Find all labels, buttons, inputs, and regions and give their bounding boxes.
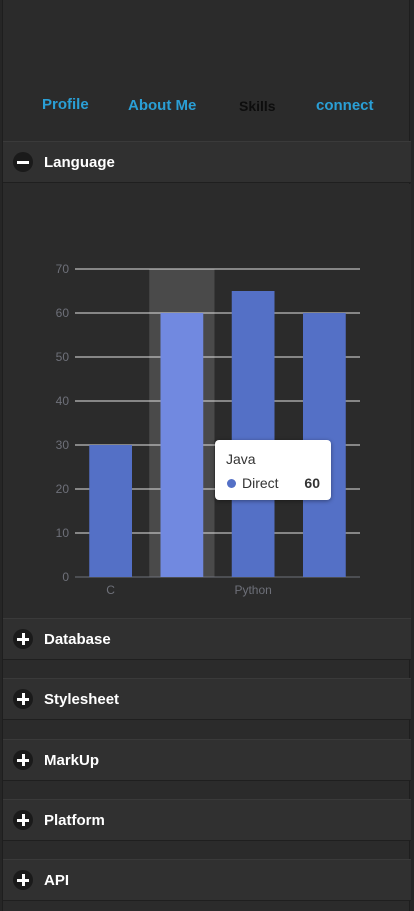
bar-Java xyxy=(160,313,204,577)
top-nav: Profile About Me Skills connect xyxy=(3,88,411,120)
nav-about-me[interactable]: About Me xyxy=(128,97,197,114)
plus-icon xyxy=(13,689,33,709)
plus-icon xyxy=(13,750,33,770)
section-api-label: API xyxy=(44,872,70,889)
section-stylesheet-label: Stylesheet xyxy=(44,691,120,708)
y-tick-label: 60 xyxy=(56,306,70,320)
bar-Python xyxy=(231,291,275,577)
section-language-header[interactable]: Language xyxy=(3,141,411,183)
section-platform-header[interactable]: Platform xyxy=(3,799,411,841)
nav-profile[interactable]: Profile xyxy=(42,96,89,113)
section-database-label: Database xyxy=(44,631,111,648)
nav-connect[interactable]: connect xyxy=(316,97,374,114)
chart-tooltip: Java Direct 60 xyxy=(215,440,331,500)
tooltip-value: 60 xyxy=(304,475,320,491)
section-database-header[interactable]: Database xyxy=(3,618,411,660)
section-stylesheet-header[interactable]: Stylesheet xyxy=(3,678,411,720)
language-bar-chart: 0 10 20 30 40 50 60 70 C Python xyxy=(56,262,360,597)
plus-icon xyxy=(13,629,33,649)
section-markup-header[interactable]: MarkUp xyxy=(3,739,411,781)
plus-icon xyxy=(13,870,33,890)
section-api-header[interactable]: API xyxy=(3,859,411,901)
section-markup-label: MarkUp xyxy=(44,752,100,769)
y-tick-label: 40 xyxy=(56,394,70,408)
x-tick-label: Python xyxy=(234,583,271,597)
nav-skills[interactable]: Skills xyxy=(239,98,276,114)
y-tick-label: 30 xyxy=(56,438,70,452)
tooltip-series: Direct xyxy=(242,475,279,491)
x-tick-label: C xyxy=(106,583,115,597)
series-dot-icon xyxy=(227,479,236,488)
section-platform-label: Platform xyxy=(44,812,105,829)
language-chart-panel: 0 10 20 30 40 50 60 70 C Python xyxy=(3,184,411,618)
plus-icon xyxy=(13,810,33,830)
y-tick-label: 20 xyxy=(56,482,70,496)
y-tick-label: 50 xyxy=(56,350,70,364)
y-tick-label: 10 xyxy=(56,526,70,540)
y-tick-label: 0 xyxy=(62,570,69,584)
section-language-label: Language xyxy=(44,154,115,171)
y-tick-label: 70 xyxy=(56,262,70,276)
minus-icon xyxy=(13,152,33,172)
bar-C xyxy=(89,445,132,577)
tooltip-title: Java xyxy=(226,451,256,467)
